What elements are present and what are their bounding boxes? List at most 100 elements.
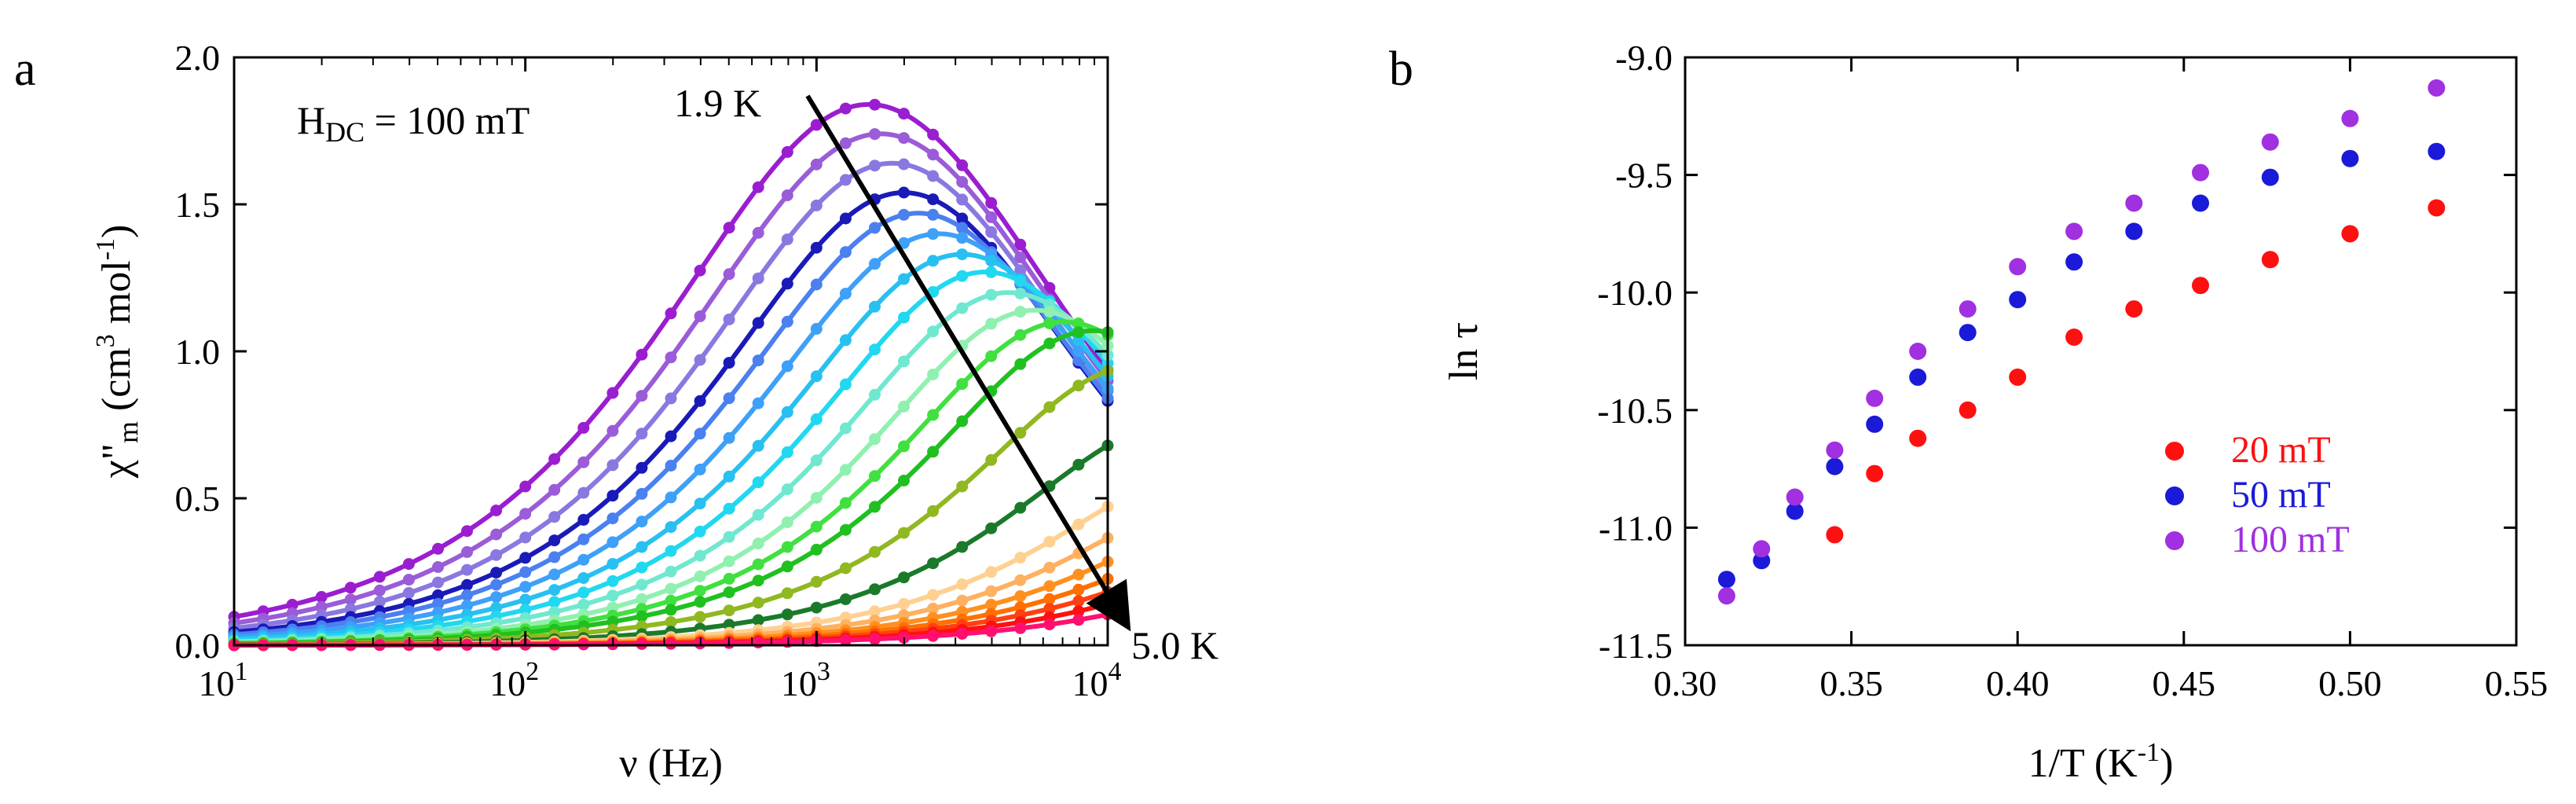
- data-point-a: [665, 637, 677, 650]
- data-point-a: [1043, 401, 1056, 413]
- data-point-a: [869, 300, 881, 313]
- data-point-a: [839, 212, 852, 225]
- data-point-a: [1043, 535, 1056, 548]
- data-point-b: [2065, 253, 2083, 271]
- legend-label: 50 mT: [2231, 474, 2331, 516]
- data-point-a: [636, 461, 648, 474]
- data-point-a: [752, 226, 764, 239]
- y-tick-label-a: 0.5: [175, 479, 221, 519]
- data-point-a: [752, 272, 764, 285]
- data-point-a: [490, 567, 503, 579]
- data-point-a: [956, 541, 969, 553]
- data-point-a: [781, 233, 793, 246]
- data-point-a: [956, 222, 969, 234]
- data-point-a: [490, 549, 503, 561]
- data-point-a: [985, 288, 998, 301]
- data-point-a: [985, 211, 998, 223]
- data-point-a: [665, 307, 677, 320]
- data-point-b: [1866, 464, 1884, 483]
- data-point-a: [461, 564, 473, 576]
- data-point-a: [839, 334, 852, 347]
- data-point-a: [927, 170, 940, 182]
- y-axis-label-a: χ"m (cm3 mol-1): [91, 225, 144, 479]
- data-point-a: [606, 615, 619, 628]
- data-point-a: [694, 611, 706, 623]
- data-point-a: [927, 602, 940, 615]
- data-point-a: [694, 525, 706, 538]
- data-point-a: [636, 516, 648, 528]
- data-point-b: [2192, 277, 2209, 295]
- data-point-a: [1043, 593, 1056, 605]
- data-point-b: [1786, 502, 1804, 520]
- x-axis-label-a: ν (Hz): [619, 741, 723, 786]
- x-ticks-b: 0.30 0.35 0.40 0.45 0.50 0.55: [1654, 57, 2548, 703]
- series-a-2-2-K: [228, 186, 1114, 638]
- data-point-b: [2341, 109, 2359, 127]
- data-point-a: [577, 456, 590, 468]
- data-point-a: [1043, 580, 1056, 593]
- data-point-a: [956, 302, 969, 314]
- data-point-a: [636, 578, 648, 591]
- data-point-a: [1043, 603, 1056, 615]
- data-point-a: [1014, 275, 1027, 288]
- data-point-a: [548, 483, 561, 496]
- data-point-b: [2261, 133, 2279, 151]
- data-point-a: [810, 241, 823, 254]
- data-point-a: [985, 266, 998, 278]
- data-point-b: [1826, 526, 1844, 544]
- data-point-a: [752, 575, 764, 587]
- data-point-a: [548, 596, 561, 608]
- data-point-a: [956, 378, 969, 391]
- data-point-b: [2428, 79, 2446, 97]
- data-point-a: [548, 606, 561, 619]
- data-point-a: [606, 490, 619, 502]
- data-point-a: [1043, 619, 1056, 630]
- data-point-a: [723, 431, 735, 444]
- data-point-a: [985, 226, 998, 238]
- data-point-a: [927, 255, 940, 267]
- data-point-a: [577, 598, 590, 611]
- data-point-a: [1072, 345, 1085, 358]
- data-point-a: [898, 527, 910, 539]
- data-point-a: [956, 248, 969, 261]
- data-point-a: [781, 560, 793, 573]
- data-point-a: [927, 228, 940, 240]
- data-point-a: [665, 604, 677, 616]
- data-point-a: [665, 545, 677, 557]
- data-point-a: [723, 470, 735, 483]
- data-point-a: [810, 601, 823, 614]
- plot-area-a: [228, 98, 1114, 652]
- data-point-a: [636, 541, 648, 553]
- data-point-a: [869, 605, 881, 618]
- series-a-2-9-K: [228, 318, 1114, 649]
- data-point-a: [869, 343, 881, 356]
- legend-marker: [2165, 442, 2184, 461]
- x-tick-label-b: 0.35: [1819, 663, 1883, 703]
- data-point-a: [869, 388, 881, 401]
- data-point-a: [752, 614, 764, 626]
- data-point-a: [927, 149, 940, 161]
- panel-label-a: a: [14, 42, 36, 96]
- data-point-a: [810, 158, 823, 171]
- x-ticks-a: 101 102 103 104: [199, 57, 1122, 703]
- data-point-a: [461, 589, 473, 601]
- data-point-a: [781, 587, 793, 600]
- data-point-a: [694, 585, 706, 597]
- data-point-a: [548, 453, 561, 465]
- x-tick-label-a: 104: [1072, 657, 1122, 703]
- data-point-a: [752, 181, 764, 193]
- data-point-a: [869, 583, 881, 596]
- data-point-a: [752, 538, 764, 549]
- data-point-a: [1014, 251, 1027, 263]
- data-point-a: [723, 572, 735, 585]
- data-point-a: [927, 193, 940, 206]
- data-point-a: [665, 460, 677, 472]
- data-point-a: [1072, 568, 1085, 581]
- data-point-a: [810, 199, 823, 211]
- data-point-b: [1866, 389, 1884, 407]
- data-point-a: [839, 497, 852, 509]
- data-point-a: [344, 593, 357, 606]
- data-point-a: [402, 558, 415, 571]
- data-point-b: [2192, 194, 2209, 212]
